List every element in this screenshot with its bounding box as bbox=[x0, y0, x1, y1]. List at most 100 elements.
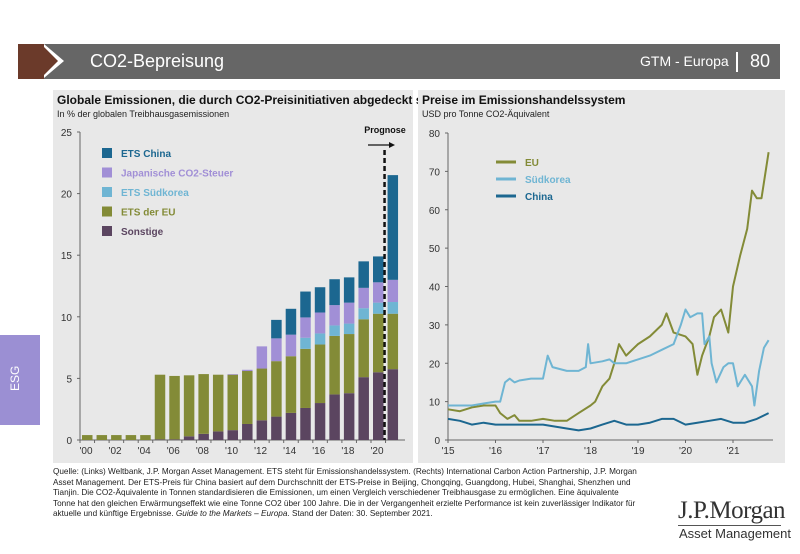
header-divider bbox=[736, 52, 738, 72]
bar-segment bbox=[227, 374, 238, 431]
jpmorgan-logo: J.P.Morgan bbox=[678, 497, 786, 524]
bar-segment bbox=[271, 361, 282, 417]
y-tick-label: 80 bbox=[429, 129, 441, 140]
bar-segment bbox=[198, 433, 209, 440]
logo-divider bbox=[678, 525, 781, 526]
forecast-arrowhead bbox=[389, 142, 395, 148]
bar-segment bbox=[271, 319, 282, 339]
legend-label: EU bbox=[525, 158, 539, 169]
y-tick-label: 15 bbox=[61, 251, 73, 262]
bar-segment bbox=[111, 435, 122, 440]
bar-segment bbox=[96, 435, 108, 440]
legend-label: ETS der EU bbox=[121, 208, 175, 219]
x-tick-label: '10 bbox=[225, 446, 238, 457]
bar-segment bbox=[387, 175, 399, 280]
legend-label: Japanische CO2-Steuer bbox=[121, 169, 233, 180]
bar-segment bbox=[329, 335, 340, 395]
bar-segment bbox=[314, 403, 326, 440]
bar-segment bbox=[242, 423, 253, 440]
line-china bbox=[447, 412, 770, 432]
legend-swatch bbox=[102, 148, 112, 158]
x-tick-label: '21 bbox=[726, 446, 739, 457]
series-label: GTM - Europa bbox=[640, 53, 729, 69]
y-tick-label: 0 bbox=[66, 436, 72, 447]
legend-label: ETS Südkorea bbox=[121, 188, 189, 199]
bar-segment bbox=[343, 302, 355, 324]
bar-segment bbox=[198, 374, 209, 434]
x-tick-label: '06 bbox=[167, 446, 180, 457]
footnote-guide: Guide to the Markets – Europa bbox=[175, 509, 288, 519]
bar-segment bbox=[314, 287, 326, 313]
bar-segment bbox=[300, 291, 311, 318]
bar-segment bbox=[373, 302, 384, 314]
x-tick-label: '00 bbox=[79, 446, 92, 457]
bar-segment bbox=[387, 302, 399, 314]
sidebar-tab-label: ESG bbox=[8, 365, 22, 391]
legend-swatch bbox=[102, 167, 112, 178]
x-tick-label: '18 bbox=[341, 446, 354, 457]
legend-swatch bbox=[102, 187, 112, 197]
y-tick-label: 50 bbox=[429, 244, 441, 255]
bar-segment bbox=[387, 369, 399, 440]
y-tick-label: 70 bbox=[429, 167, 441, 178]
emissions-bar-chart: 0 5 10 15 20 25 '00 '02 '04 '06 '08 '10 '12 '14 '16 '18… bbox=[61, 125, 406, 457]
bar-segment bbox=[140, 435, 151, 440]
legend-label: ETS China bbox=[121, 149, 171, 160]
left-chart-title: Globale Emissionen, die durch CO2-Preisi… bbox=[57, 93, 441, 107]
bar-segment bbox=[358, 261, 369, 288]
x-tick-label: '04 bbox=[138, 446, 151, 457]
bar-segment bbox=[358, 319, 369, 378]
bar-segment bbox=[314, 333, 326, 345]
bar-segment bbox=[285, 412, 297, 440]
bar-segment bbox=[242, 369, 253, 372]
bar-segment bbox=[285, 308, 297, 335]
bar-segment bbox=[227, 374, 238, 375]
bar-segment bbox=[227, 430, 238, 440]
bar-segment bbox=[212, 374, 224, 432]
bar-segment bbox=[300, 317, 311, 338]
y-tick-label: 10 bbox=[61, 313, 73, 324]
right-chart-panel: Preise im Emissionshandelssystem USD pro… bbox=[418, 90, 785, 463]
legend-label: Sonstige bbox=[121, 227, 164, 238]
y-tick-label: 25 bbox=[61, 128, 73, 139]
bar-segment bbox=[271, 416, 282, 440]
bar-segment bbox=[256, 420, 268, 440]
bar-segment bbox=[314, 344, 326, 404]
footnote: Quelle: (Links) Weltbank, J.P. Morgan As… bbox=[53, 467, 637, 519]
x-tick-label: '20 bbox=[679, 446, 692, 457]
y-tick-label: 20 bbox=[61, 190, 73, 201]
bar-segment bbox=[285, 356, 297, 413]
bar-segment bbox=[358, 308, 369, 320]
bar-segment bbox=[343, 393, 355, 440]
bar-segment bbox=[169, 375, 180, 440]
x-tick-label: '20 bbox=[370, 446, 383, 457]
bar-segment bbox=[387, 279, 399, 303]
x-tick-label: '08 bbox=[196, 446, 209, 457]
y-tick-label: 0 bbox=[434, 436, 440, 447]
bar-segment bbox=[358, 377, 369, 440]
bar-segment bbox=[212, 431, 224, 440]
y-tick-label: 30 bbox=[429, 321, 441, 332]
bar-segment bbox=[329, 305, 340, 326]
x-tick-label: '15 bbox=[441, 446, 454, 457]
bar-segment bbox=[256, 368, 268, 421]
footnote-text: Quelle: (Links) Weltbank, J.P. Morgan As… bbox=[53, 467, 637, 519]
sidebar-tab-esg[interactable]: ESG bbox=[0, 335, 40, 425]
bar-segment bbox=[82, 435, 93, 440]
y-tick-label: 60 bbox=[429, 206, 441, 217]
bar-segment bbox=[154, 374, 166, 440]
legend-swatch bbox=[102, 226, 112, 236]
bar-segment bbox=[343, 334, 355, 394]
bar-segment bbox=[314, 312, 326, 334]
right-chart-subtitle: USD pro Tonne CO2-Äquivalent bbox=[422, 109, 550, 119]
page-number: 80 bbox=[750, 51, 771, 71]
x-tick-label: '12 bbox=[254, 446, 267, 457]
bar-segment bbox=[329, 325, 340, 336]
bar-segment bbox=[285, 334, 297, 357]
bar-segment bbox=[242, 371, 253, 424]
bar-segment bbox=[300, 337, 311, 349]
logo-subtitle: Asset Management bbox=[679, 526, 792, 541]
bar-segment bbox=[125, 435, 137, 440]
bar-segment bbox=[256, 346, 268, 369]
bar-segment bbox=[329, 394, 340, 440]
